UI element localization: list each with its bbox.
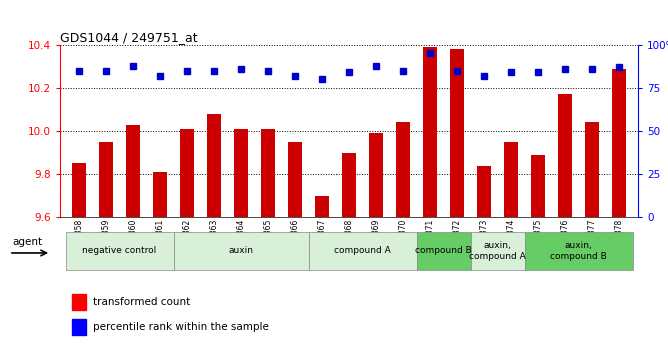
Bar xyxy=(477,166,491,217)
Text: auxin: auxin xyxy=(228,246,254,256)
Bar xyxy=(531,155,545,217)
Text: compound B: compound B xyxy=(415,246,472,256)
Bar xyxy=(524,232,633,270)
Bar xyxy=(72,164,86,217)
Bar xyxy=(126,125,140,217)
Bar xyxy=(342,152,356,217)
Bar xyxy=(153,172,167,217)
Bar xyxy=(369,133,383,217)
Text: GDS1044 / 249751_at: GDS1044 / 249751_at xyxy=(60,31,198,44)
Text: agent: agent xyxy=(12,237,42,247)
Bar xyxy=(558,95,572,217)
Text: negative control: negative control xyxy=(82,246,157,256)
Bar xyxy=(71,294,86,309)
Bar xyxy=(180,129,194,217)
Bar xyxy=(100,142,113,217)
Bar xyxy=(315,196,329,217)
Text: auxin,
compound B: auxin, compound B xyxy=(550,241,607,261)
Bar xyxy=(71,319,86,335)
Text: percentile rank within the sample: percentile rank within the sample xyxy=(94,322,269,332)
Bar xyxy=(470,232,524,270)
Bar xyxy=(424,47,437,217)
Bar xyxy=(261,129,275,217)
Bar xyxy=(450,49,464,217)
Bar xyxy=(504,142,518,217)
Bar xyxy=(309,232,417,270)
Text: compound A: compound A xyxy=(334,246,391,256)
Text: auxin,
compound A: auxin, compound A xyxy=(469,241,526,261)
Bar xyxy=(585,122,599,217)
Bar xyxy=(65,232,174,270)
Bar xyxy=(396,122,409,217)
Bar xyxy=(289,142,302,217)
Bar xyxy=(174,232,309,270)
Bar xyxy=(417,232,470,270)
Bar xyxy=(207,114,221,217)
Text: transformed count: transformed count xyxy=(94,297,190,307)
Bar xyxy=(613,69,626,217)
Bar xyxy=(234,129,248,217)
